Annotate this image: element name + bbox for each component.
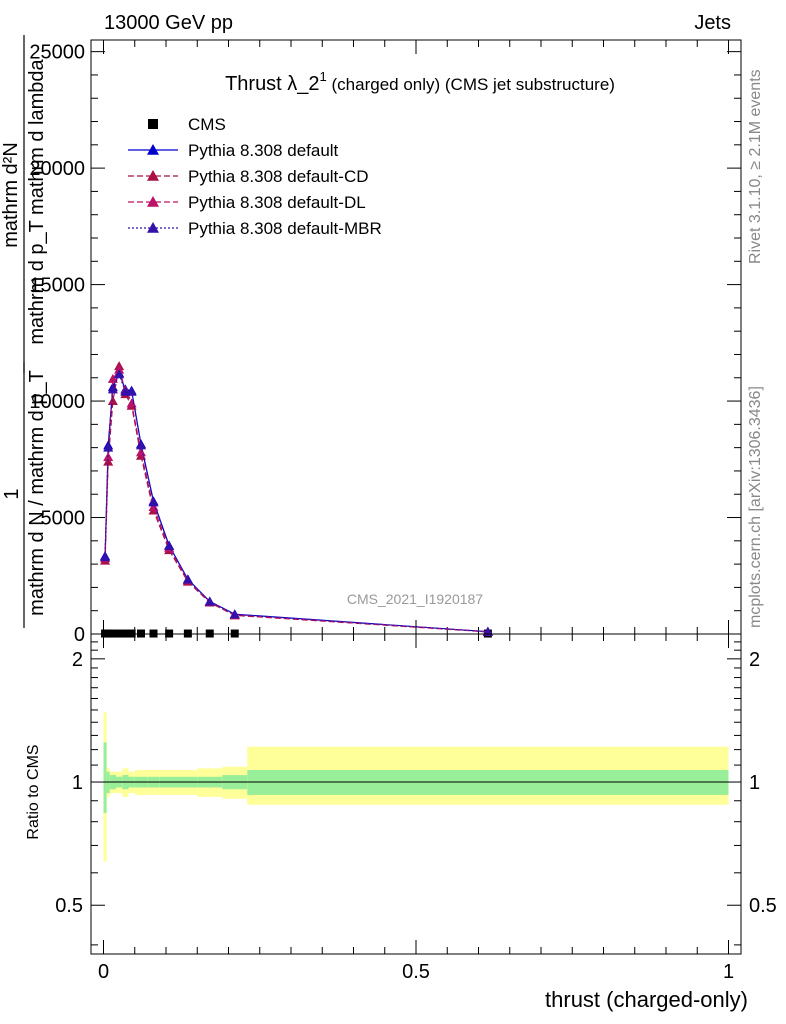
legend-item: Pythia 8.308 default-CD — [128, 167, 369, 186]
legend-marker — [147, 196, 159, 207]
ylabel-den: mathrm d p_T mathrm d lambda — [26, 58, 48, 344]
ratio-ytick-label: 1 — [72, 772, 83, 794]
main-ytick-label: 10000 — [29, 391, 85, 413]
mcplots-label: mcplots.cern.ch [arXiv:1306.3436] — [747, 386, 764, 628]
main-ytick-label: 0 — [74, 624, 85, 646]
data-point — [126, 386, 137, 396]
data-point — [126, 398, 137, 408]
data-point — [482, 626, 493, 636]
data-point — [229, 609, 240, 619]
data-point — [204, 596, 215, 606]
ratio-plot-panel: 0.5 0.5 1 1 2 2 0 0.5 1 Ratio to CMS thrust (cha… — [25, 633, 777, 1012]
ratio-ylabel: Ratio to CMS — [25, 744, 42, 839]
main-ytick-label: 5000 — [41, 508, 86, 530]
legend-marker — [147, 222, 159, 233]
ratio-bands — [103, 712, 729, 862]
plot-title-main: Thrust λ_2 — [225, 73, 319, 95]
ratio-stat-band — [103, 742, 107, 814]
plot-title-rest: (charged only) (CMS jet substructure) — [327, 75, 615, 94]
series-pythia-8-308-default-mbr — [100, 369, 493, 636]
legend-marker — [147, 144, 159, 155]
ratio-ytick-label: 2 — [72, 649, 83, 671]
legend-label: Pythia 8.308 default-DL — [188, 193, 366, 212]
collision-energy-label: 13000 GeV pp — [104, 12, 233, 34]
data-point — [164, 540, 175, 550]
legend-label: Pythia 8.308 default-MBR — [188, 219, 382, 238]
rivet-version-label: Rivet 3.1.10, ≥ 2.1M events — [747, 69, 764, 264]
ratio-ytick-label-right: 1 — [749, 772, 760, 794]
data-point — [107, 384, 118, 394]
data-point — [107, 373, 118, 383]
legend-item: CMS — [148, 115, 226, 134]
legend-item: Pythia 8.308 default — [128, 141, 339, 160]
ylabel-factor-den: mathrm d N / mathrm d p_T — [26, 370, 48, 616]
legend-label: Pythia 8.308 default — [188, 141, 339, 160]
ylabel-factor-num: 1 — [1, 488, 23, 499]
data-point — [114, 369, 125, 379]
ratio-axis-ticks: 0.5 0.5 1 1 2 2 0 0.5 1 — [55, 634, 777, 983]
legend-marker — [148, 119, 158, 129]
plot-title: Thrust λ_21 (charged only) (CMS jet subs… — [225, 69, 615, 95]
xlabel: thrust (charged-only) — [545, 987, 748, 1012]
data-point — [114, 364, 125, 374]
data-point — [148, 497, 159, 507]
data-point — [136, 440, 146, 450]
legend: CMS Pythia 8.308 default Pythia 8.308 defa… — [128, 115, 382, 238]
xtick-label: 0 — [98, 961, 109, 983]
ylabel-num: mathrm d²N — [0, 142, 22, 248]
ratio-ytick-label: 0.5 — [55, 895, 83, 917]
watermark: CMS_2021_I1920187 — [347, 591, 483, 607]
data-point — [182, 574, 193, 584]
data-point — [107, 396, 118, 406]
xtick-label: 1 — [723, 961, 734, 983]
data-point — [103, 442, 114, 452]
main-ytick-label: 25000 — [29, 42, 85, 64]
legend-label: CMS — [188, 115, 226, 134]
legend-item: Pythia 8.308 default-MBR — [128, 219, 382, 238]
legend-item: Pythia 8.308 default-DL — [128, 193, 366, 212]
main-plot-panel: CMS_2021_I1920187 0 5000 10000 15000 20000 25… — [0, 35, 742, 646]
xtick-label: 0.5 — [402, 961, 430, 983]
legend-marker — [147, 170, 159, 181]
plot-title-sup: 1 — [320, 69, 327, 84]
data-point — [100, 552, 111, 562]
main-ytick-label: 15000 — [29, 275, 85, 297]
process-label: Jets — [694, 12, 731, 34]
ratio-ytick-label-right: 2 — [749, 649, 760, 671]
main-axis-ticks: 0 5000 10000 15000 20000 25000 — [29, 40, 741, 646]
main-ylabel: 1 mathrm d N / mathrm d p_T mathrm d²N m… — [0, 35, 48, 628]
ratio-ytick-label-right: 0.5 — [749, 895, 777, 917]
legend-label: Pythia 8.308 default-CD — [188, 167, 369, 186]
main-ytick-label: 20000 — [29, 158, 85, 180]
